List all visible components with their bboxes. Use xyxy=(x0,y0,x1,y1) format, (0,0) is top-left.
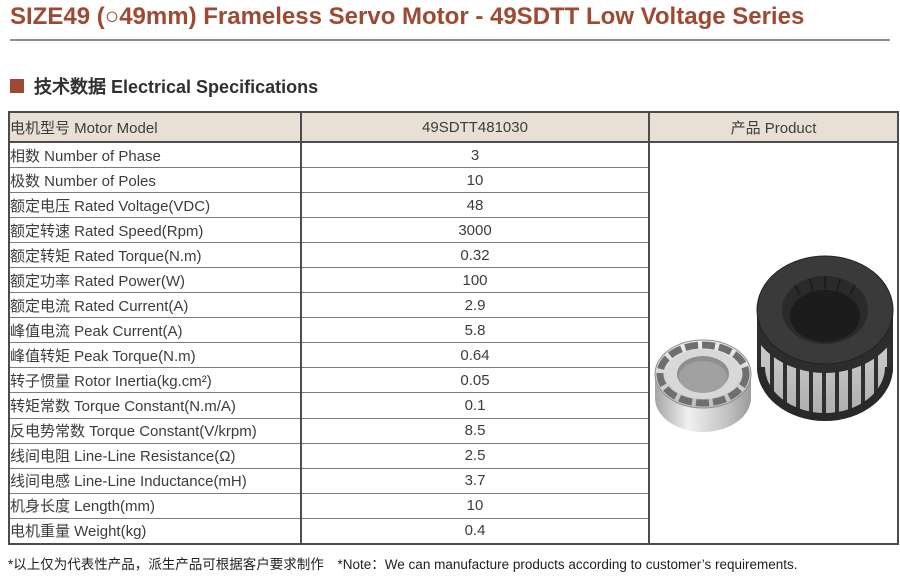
spec-label: 转矩常数 Torque Constant(N.m/A) xyxy=(9,392,301,419)
spec-value: 5.8 xyxy=(300,317,649,343)
table-row: 额定转矩 Rated Torque(N.m) 0.32 xyxy=(9,242,898,268)
spec-value: 2.5 xyxy=(300,442,649,469)
spec-label: 线间电阻 Line-Line Resistance(Ω) xyxy=(9,442,301,469)
spec-value: 2.9 xyxy=(300,292,649,318)
footnote-en: *Note：We can manufacture products accord… xyxy=(337,557,798,572)
spec-label: 额定功率 Rated Power(W) xyxy=(9,267,301,293)
spec-label: 峰值电流 Peak Current(A) xyxy=(9,317,301,343)
spec-label: 转子惯量 Rotor Inertia(kg.cm²) xyxy=(9,367,301,393)
column-header-motor-model: 电机型号 Motor Model xyxy=(9,112,301,143)
spec-value: 3000 xyxy=(300,217,649,243)
spec-value: 10 xyxy=(300,167,649,193)
table-header-row: 电机型号 Motor Model 49SDTT481030 产品 Product xyxy=(9,112,898,143)
spec-label: 峰值转矩 Peak Torque(N.m) xyxy=(9,342,301,368)
table-row: 额定转速 Rated Speed(Rpm) 3000 xyxy=(9,217,898,243)
section-heading: 技术数据 Electrical Specifications xyxy=(10,73,318,99)
product-photo-cell xyxy=(648,141,898,544)
spec-label: 电机重量 Weight(kg) xyxy=(9,517,301,544)
spec-value: 8.5 xyxy=(300,417,649,444)
table-row: 线间电阻 Line-Line Resistance(Ω) 2.5 xyxy=(9,442,898,469)
spec-label: 额定转速 Rated Speed(Rpm) xyxy=(9,217,301,243)
spec-label: 反电势常数 Torque Constant(V/krpm) xyxy=(9,417,301,444)
spec-value: 0.1 xyxy=(300,392,649,419)
product-photo xyxy=(654,255,894,432)
table-row: 反电势常数 Torque Constant(V/krpm) 8.5 xyxy=(9,417,898,444)
table-row: 转矩常数 Torque Constant(N.m/A) 0.1 xyxy=(9,392,898,419)
spec-label: 额定电流 Rated Current(A) xyxy=(9,292,301,318)
spec-value: 3 xyxy=(300,141,649,168)
rotor-ring-illustration xyxy=(654,339,752,432)
table-row: 机身长度 Length(mm) 10 xyxy=(9,492,898,519)
spec-value: 0.32 xyxy=(300,242,649,268)
table-row: 相数 Number of Phase 3 xyxy=(9,141,898,544)
stator-ring-illustration xyxy=(756,255,894,421)
spec-value: 0.05 xyxy=(300,367,649,393)
spec-label: 额定转矩 Rated Torque(N.m) xyxy=(9,242,301,268)
section-bullet-icon xyxy=(10,79,24,93)
spec-label: 机身长度 Length(mm) xyxy=(9,492,301,519)
table-row: 峰值转矩 Peak Torque(N.m) 0.64 xyxy=(9,342,898,368)
table-row: 峰值电流 Peak Current(A) 5.8 xyxy=(9,317,898,343)
spec-label: 线间电感 Line-Line Inductance(mH) xyxy=(9,467,301,494)
section-heading-label: 技术数据 Electrical Specifications xyxy=(34,77,319,97)
spec-value: 100 xyxy=(300,267,649,293)
spec-label: 极数 Number of Poles xyxy=(9,167,301,193)
spec-value: 48 xyxy=(300,192,649,218)
footnote-cn: *以上仅为代表性产品，派生产品可根据客户要求制作 xyxy=(8,557,324,572)
spec-table: 电机型号 Motor Model 49SDTT481030 产品 Product… xyxy=(8,111,899,545)
spec-table-body: 相数 Number of Phase 3 xyxy=(9,141,898,544)
spec-value: 10 xyxy=(300,492,649,519)
spec-value: 0.64 xyxy=(300,342,649,368)
spec-value: 0.4 xyxy=(300,517,649,544)
page-title: SIZE49 (○49mm) Frameless Servo Motor - 4… xyxy=(10,3,805,30)
table-row: 电机重量 Weight(kg) 0.4 xyxy=(9,517,898,544)
table-row: 线间电感 Line-Line Inductance(mH) 3.7 xyxy=(9,467,898,494)
table-row: 转子惯量 Rotor Inertia(kg.cm²) 0.05 xyxy=(9,367,898,393)
table-row: 额定电流 Rated Current(A) 2.9 xyxy=(9,292,898,318)
title-divider xyxy=(10,39,890,41)
spec-value: 3.7 xyxy=(300,467,649,494)
column-header-product: 产品 Product xyxy=(648,112,898,143)
footnote: *以上仅为代表性产品，派生产品可根据客户要求制作 *Note：We can ma… xyxy=(8,553,798,573)
table-row: 极数 Number of Poles 10 xyxy=(9,167,898,193)
column-header-model-value: 49SDTT481030 xyxy=(300,112,649,143)
spec-label: 额定电压 Rated Voltage(VDC) xyxy=(9,192,301,218)
spec-label: 相数 Number of Phase xyxy=(9,141,301,168)
table-row: 额定电压 Rated Voltage(VDC) 48 xyxy=(9,192,898,218)
table-row: 额定功率 Rated Power(W) 100 xyxy=(9,267,898,293)
